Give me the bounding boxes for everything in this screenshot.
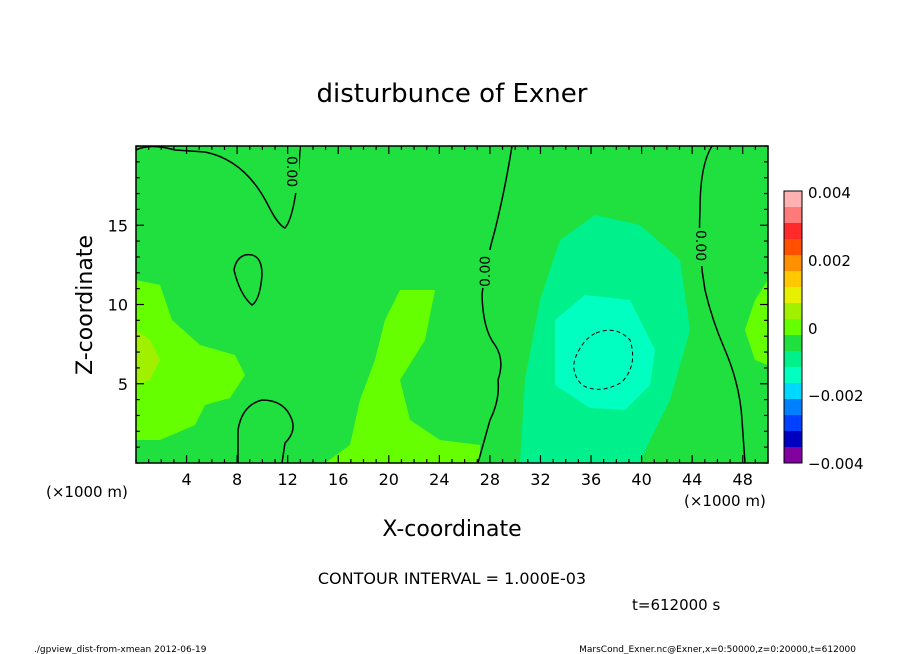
time-text: t=612000 s xyxy=(632,596,720,614)
x-tick-label: 48 xyxy=(733,470,753,489)
field-region-positive-left xyxy=(136,280,245,440)
x-tick-label: 32 xyxy=(530,470,550,489)
colorbar-level xyxy=(784,367,802,384)
contour-zero-right xyxy=(698,146,746,463)
colorbar-level xyxy=(784,383,802,400)
x-tick-label: 20 xyxy=(379,470,399,489)
colorbar-level xyxy=(784,207,802,224)
field-region-negative-inner xyxy=(555,295,655,410)
x-tick-label: 12 xyxy=(278,470,298,489)
colorbar-level xyxy=(784,223,802,240)
colorbar-frame xyxy=(783,190,803,464)
colorbar-level xyxy=(784,335,802,352)
colorbar-level xyxy=(784,319,802,336)
contour-label: 0.00 xyxy=(478,256,494,287)
x-tick-label: 4 xyxy=(181,470,191,489)
x-tick-label: 16 xyxy=(328,470,348,489)
y-tick-label: 10 xyxy=(108,296,128,315)
contour-interval-text: CONTOUR INTERVAL = 1.000E-03 xyxy=(318,569,586,588)
colorbar-level xyxy=(784,447,802,464)
x-axis-label: X-coordinate xyxy=(382,517,521,542)
colorbar-tick-label: 0 xyxy=(808,320,818,338)
contour-negative-dashed xyxy=(573,329,634,390)
colorbar-level xyxy=(784,303,802,320)
colorbar-tick-label: 0.004 xyxy=(808,184,851,202)
field-region-positive-right xyxy=(745,280,768,365)
x-tick-label: 40 xyxy=(631,470,651,489)
colorbar-level xyxy=(784,255,802,272)
colorbar-level xyxy=(784,191,802,208)
colorbar-tick-label: 0.002 xyxy=(808,252,851,270)
contour-label: 0.00 xyxy=(692,230,708,261)
colorbar-level xyxy=(784,431,802,448)
y-unit-label: (×1000 m) xyxy=(46,483,128,501)
y-tick-label: 15 xyxy=(108,216,128,235)
colorbar-level xyxy=(784,399,802,416)
colorbar-tick-label: −0.004 xyxy=(808,455,864,473)
y-tick-label: 5 xyxy=(118,375,128,394)
colorbar-level xyxy=(784,351,802,368)
x-tick-label: 44 xyxy=(682,470,702,489)
contour-zero-left xyxy=(136,146,301,229)
colorbar xyxy=(784,191,802,464)
colorbar-level xyxy=(784,287,802,304)
contour-zero-bottom xyxy=(237,399,294,463)
x-tick-label: 24 xyxy=(429,470,449,489)
colorbar-level xyxy=(784,271,802,288)
axis-ticks xyxy=(135,145,769,464)
x-unit-label: (×1000 m) xyxy=(684,492,766,510)
field-region-positive-left-inner xyxy=(136,330,160,385)
x-tick-label: 8 xyxy=(232,470,242,489)
colorbar-tick-label: −0.002 xyxy=(808,387,864,405)
contour-zero-closed xyxy=(233,253,263,306)
y-axis-label: Z-coordinate xyxy=(73,235,98,375)
x-tick-label: 36 xyxy=(581,470,601,489)
chart-title: disturbunce of Exner xyxy=(317,79,588,109)
colorbar-level xyxy=(784,415,802,432)
field-region-positive-mid xyxy=(325,290,480,463)
footer-right: MarsCond_Exner.nc@Exner,x=0:50000,z=0:20… xyxy=(579,645,856,654)
plot-area xyxy=(136,146,768,463)
contour-zero-middle xyxy=(477,146,513,463)
colorbar-level xyxy=(784,239,802,256)
x-tick-label: 28 xyxy=(480,470,500,489)
contour-label: 0.00 xyxy=(283,156,299,187)
footer-left: ./gpview_dist-from-xmean 2012-06-19 xyxy=(34,645,207,654)
